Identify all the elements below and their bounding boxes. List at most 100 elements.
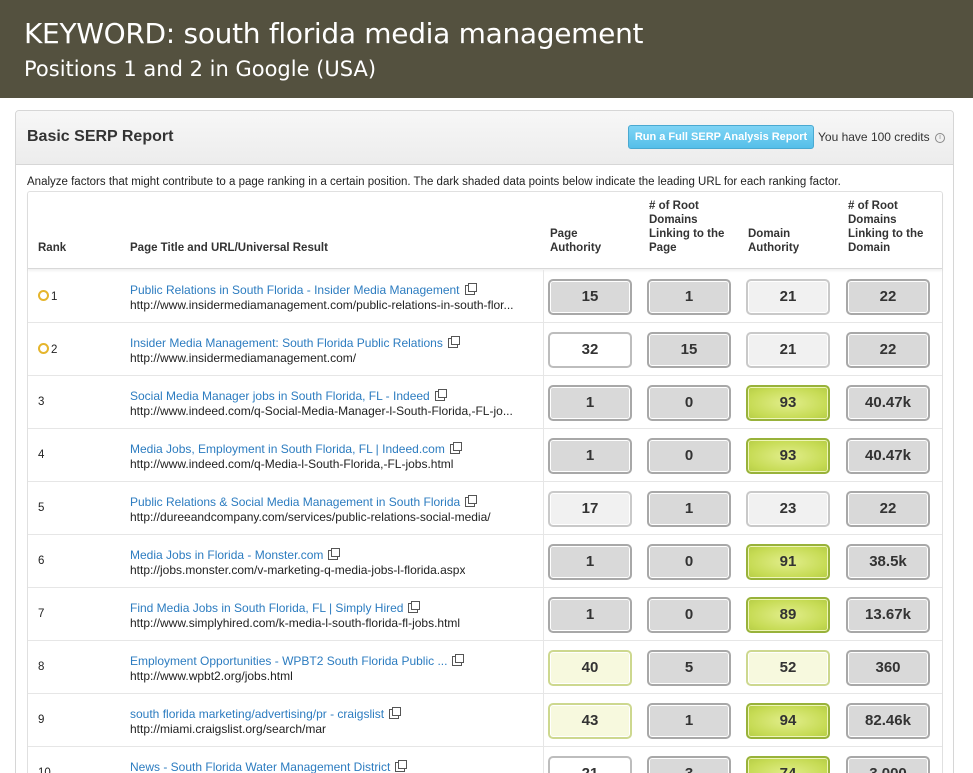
domain-authority-cell: 91 [746,544,830,580]
result-title-link[interactable]: Public Relations & Social Media Manageme… [130,495,478,509]
rank-value: 3 [38,396,45,408]
result-title-link[interactable]: News - South Florida Water Management Di… [130,760,408,773]
page-authority-cell: 40 [548,650,632,686]
column-divider [543,323,544,376]
table-row: 2 Insider Media Management: South Florida… [28,323,942,376]
domain-authority-cell: 21 [746,332,830,368]
panel-title: Basic SERP Report [27,128,174,145]
root-domains-page-cell: 15 [647,332,731,368]
external-link-icon[interactable] [328,548,341,560]
rank-value: 1 [38,290,57,303]
root-domains-page-cell: 0 [647,544,731,580]
root-domains-domain-cell: 22 [846,279,930,315]
serp-table: Rank Page Title and URL/Universal Result… [27,191,943,773]
external-link-icon[interactable] [395,760,408,772]
position-marker-icon [38,290,49,301]
result-title-link[interactable]: Media Jobs in Florida - Monster.com [130,548,341,562]
keyword-subtitle: Positions 1 and 2 in Google (USA) [24,57,377,81]
result-url: http://miami.craigslist.org/search/mar [130,722,327,736]
domain-authority-cell: 74 [746,756,830,773]
col-domain-authority: Domain Authority [748,228,800,254]
result-title-link[interactable]: Social Media Manager jobs in South Flori… [130,389,447,403]
root-domains-page-cell: 3 [647,756,731,773]
rank-value: 7 [38,608,45,620]
root-domains-domain-cell: 40.47k [846,438,930,474]
rank-value: 8 [38,661,45,673]
external-link-icon[interactable] [389,707,402,719]
root-domains-page-cell: 0 [647,438,731,474]
result-url: http://www.indeed.com/q-Media-l-South-Fl… [130,457,454,471]
page-authority-cell: 17 [548,491,632,527]
domain-authority-cell: 23 [746,491,830,527]
table-row: 10 News - South Florida Water Management … [28,747,942,773]
external-link-icon[interactable] [465,495,478,507]
domain-authority-cell: 93 [746,385,830,421]
page-authority-cell: 1 [548,438,632,474]
column-divider [543,482,544,535]
credits-info: You have 100 credits i [818,130,945,144]
root-domains-domain-cell: 360 [846,650,930,686]
root-domains-domain-cell: 3,000 [846,756,930,773]
table-row: 8 Employment Opportunities - WPBT2 South … [28,641,942,694]
result-title-link[interactable]: south florida marketing/advertising/pr -… [130,707,402,721]
table-row: 4 Media Jobs, Employment in South Florida… [28,429,942,482]
page-authority-cell: 15 [548,279,632,315]
credits-text: You have 100 credits [818,130,930,144]
table-row: 9 south florida marketing/advertising/pr … [28,694,942,747]
col-root-domains-domain: # of Root Domains Linking to the Domain [848,200,924,254]
domain-authority-cell: 89 [746,597,830,633]
table-row: 5 Public Relations & Social Media Managem… [28,482,942,535]
column-divider [543,641,544,694]
rank-value: 4 [38,449,45,461]
external-link-icon[interactable] [408,601,421,613]
root-domains-domain-cell: 38.5k [846,544,930,580]
column-divider [543,694,544,747]
root-domains-page-cell: 0 [647,597,731,633]
result-title-link[interactable]: Media Jobs, Employment in South Florida,… [130,442,462,456]
column-divider [543,376,544,429]
page-authority-cell: 32 [548,332,632,368]
root-domains-domain-cell: 22 [846,332,930,368]
external-link-icon[interactable] [464,283,477,295]
root-domains-page-cell: 1 [647,703,731,739]
root-domains-page-cell: 5 [647,650,731,686]
col-page-title-url: Page Title and URL/Universal Result [130,242,328,254]
col-root-domains-page: # of Root Domains Linking to the Page [649,200,725,254]
external-link-icon[interactable] [452,654,465,666]
result-url: http://www.indeed.com/q-Social-Media-Man… [130,404,513,418]
position-marker-icon [38,343,49,354]
root-domains-domain-cell: 13.67k [846,597,930,633]
column-divider [543,588,544,641]
column-divider [543,429,544,482]
result-url: http://jobs.monster.com/v-marketing-q-me… [130,563,466,577]
run-full-serp-analysis-button[interactable]: Run a Full SERP Analysis Report [628,125,814,149]
result-title-link[interactable]: Find Media Jobs in South Florida, FL | S… [130,601,421,615]
result-url: http://dureeandcompany.com/services/publ… [130,510,491,524]
serp-report-panel: Basic SERP Report Run a Full SERP Analys… [15,110,954,773]
root-domains-page-cell: 0 [647,385,731,421]
page-authority-cell: 43 [548,703,632,739]
rank-value: 10 [38,767,51,773]
external-link-icon[interactable] [434,389,447,401]
external-link-icon[interactable] [449,442,462,454]
root-domains-domain-cell: 40.47k [846,385,930,421]
table-row: 1 Public Relations in South Florida - Ins… [28,270,942,323]
result-title-link[interactable]: Insider Media Management: South Florida … [130,336,460,350]
external-link-icon[interactable] [447,336,460,348]
col-rank: Rank [38,242,67,254]
column-divider [543,535,544,588]
result-title-link[interactable]: Public Relations in South Florida - Insi… [130,283,477,297]
result-url: http://www.wpbt2.org/jobs.html [130,669,293,683]
table-row: 6 Media Jobs in Florida - Monster.com http… [28,535,942,588]
domain-authority-cell: 94 [746,703,830,739]
result-title-link[interactable]: Employment Opportunities - WPBT2 South F… [130,654,465,668]
root-domains-domain-cell: 82.46k [846,703,930,739]
rank-value: 5 [38,502,45,514]
table-row: 3 Social Media Manager jobs in South Flor… [28,376,942,429]
result-url: http://www.insidermediamanagement.com/ [130,351,357,365]
domain-authority-cell: 21 [746,279,830,315]
panel-header: Basic SERP Report Run a Full SERP Analys… [16,111,953,165]
info-icon[interactable]: i [934,132,945,143]
domain-authority-cell: 52 [746,650,830,686]
result-url: http://www.insidermediamanagement.com/pu… [130,298,514,312]
